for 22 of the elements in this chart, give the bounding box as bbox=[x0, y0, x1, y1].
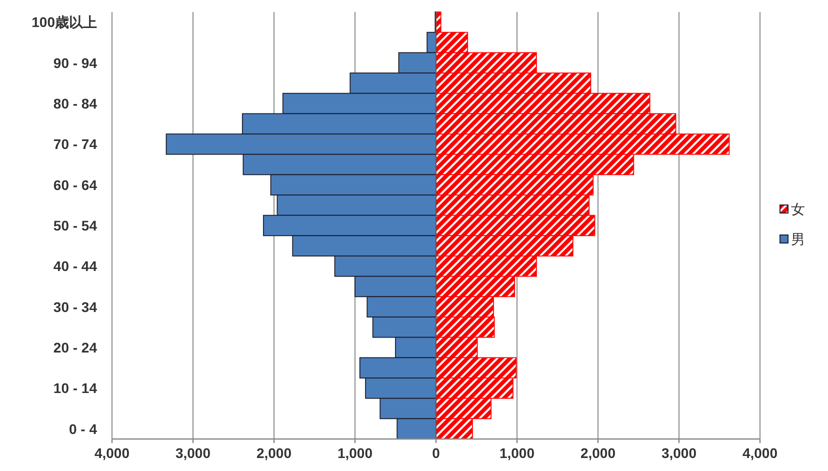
y-tick-label: 100歳以上 bbox=[32, 14, 97, 30]
x-tick-label: 1,000 bbox=[337, 445, 373, 461]
y-tick-label: 60 - 64 bbox=[53, 176, 98, 193]
y-tick-label: 90 - 94 bbox=[53, 54, 98, 71]
y-tick-label: 10 - 14 bbox=[53, 380, 98, 396]
y-tick-label: 40 - 44 bbox=[53, 258, 98, 274]
x-tick-label: 4,000 bbox=[94, 445, 130, 461]
y-tick-label: 80 - 84 bbox=[53, 96, 98, 112]
x-tick-label: 4,000 bbox=[742, 445, 778, 461]
legend-label: 女 bbox=[791, 201, 805, 217]
y-tick-label: 20 - 24 bbox=[53, 340, 98, 356]
x-tick-label: 1,000 bbox=[499, 445, 535, 461]
y-tick-label: 50 - 54 bbox=[53, 218, 98, 234]
x-tick-label: 0 bbox=[432, 445, 440, 461]
x-tick-label: 3,000 bbox=[175, 445, 211, 461]
legend-label: 男 bbox=[791, 231, 805, 247]
y-tick-label: 0 - 4 bbox=[68, 420, 98, 437]
x-tick-label: 2,000 bbox=[580, 445, 616, 461]
x-tick-label: 2,000 bbox=[256, 445, 292, 461]
x-tick-label: 3,000 bbox=[661, 445, 697, 461]
y-tick-label: 70 - 74 bbox=[53, 136, 98, 152]
y-tick-label: 30 - 34 bbox=[53, 298, 98, 315]
